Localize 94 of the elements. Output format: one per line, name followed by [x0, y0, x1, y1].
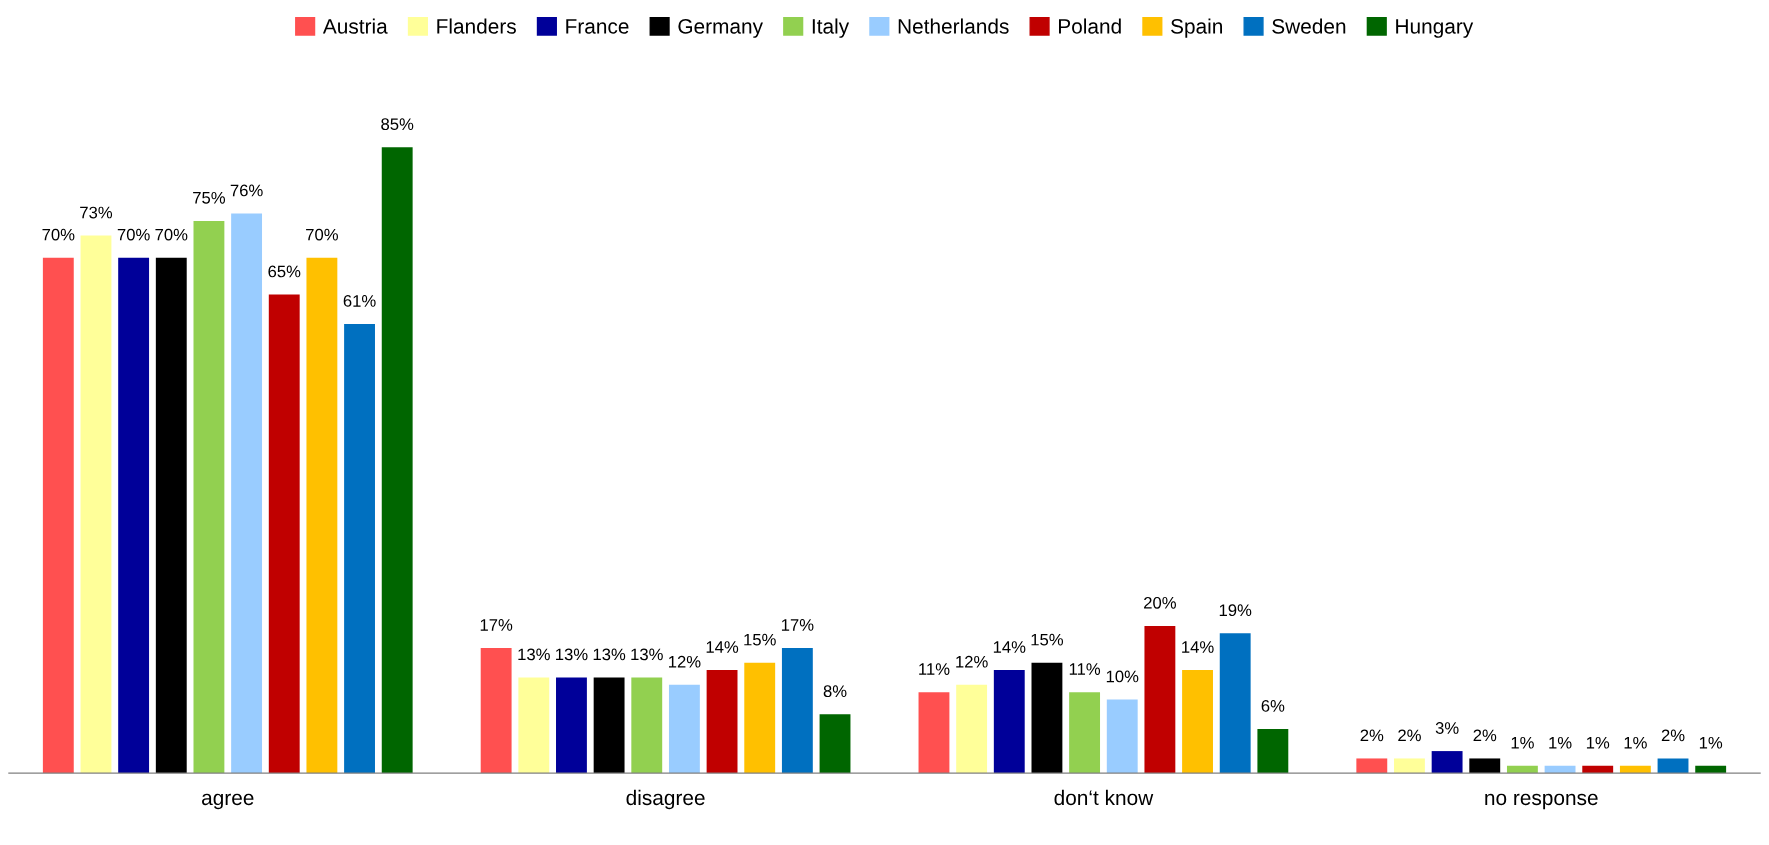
data-label: 1% — [1549, 736, 1572, 749]
bar — [42, 257, 74, 774]
bar — [1582, 765, 1614, 774]
bar — [1031, 662, 1063, 774]
legend-label: Netherlands — [898, 18, 1009, 34]
data-label: 73% — [80, 206, 113, 219]
data-label: 85% — [381, 118, 414, 131]
data-label: 6% — [1261, 700, 1285, 712]
bar — [1182, 670, 1213, 774]
bar — [1257, 728, 1289, 774]
data-label: 19% — [1219, 604, 1252, 617]
legend-label: Germany — [678, 18, 763, 38]
bar — [193, 220, 225, 774]
legend-label: Austria — [322, 18, 388, 34]
bar — [80, 235, 112, 774]
bar — [306, 257, 338, 774]
bar — [1356, 758, 1388, 774]
legend-label: France — [566, 19, 629, 34]
data-label: 2% — [1661, 729, 1685, 742]
data-label: 1% — [1586, 736, 1610, 749]
bar — [593, 677, 625, 774]
data-label: 12% — [669, 655, 701, 668]
bar — [1144, 625, 1176, 774]
data-label: 75% — [193, 191, 226, 204]
bar — [1431, 751, 1463, 774]
x-tick-label: disagree — [626, 789, 705, 810]
data-label: 13% — [518, 648, 550, 661]
data-label: 14% — [706, 641, 739, 653]
bar — [1394, 758, 1425, 774]
data-label: 3% — [1435, 722, 1459, 734]
legend-label: Italy — [812, 18, 850, 38]
bar — [993, 670, 1025, 774]
legend-label: Poland — [1059, 18, 1121, 34]
bar — [1544, 765, 1576, 774]
data-label: 14% — [1182, 641, 1214, 653]
bar — [1506, 765, 1538, 774]
data-label: 1% — [1511, 736, 1534, 749]
bar — [706, 670, 738, 774]
bar — [1469, 758, 1501, 774]
data-label: 11% — [919, 663, 950, 675]
data-label: 61% — [343, 295, 376, 307]
bar — [518, 677, 550, 774]
bar — [1695, 765, 1727, 774]
data-label: 15% — [1031, 633, 1064, 646]
data-label: 2% — [1360, 729, 1384, 742]
legend-label: Spain — [1171, 18, 1223, 38]
bar — [631, 677, 663, 774]
data-label: 11% — [1069, 663, 1101, 675]
data-label: 70% — [42, 228, 75, 241]
bar — [155, 257, 187, 774]
data-label: 14% — [993, 641, 1026, 653]
data-label: 13% — [631, 648, 663, 661]
bar — [480, 647, 512, 774]
bar — [556, 677, 587, 774]
data-label: 1% — [1624, 736, 1647, 749]
bar — [668, 684, 700, 774]
bar — [1657, 758, 1689, 774]
data-label: 70% — [306, 228, 338, 241]
data-label: 12% — [956, 655, 988, 668]
legend-label: Sweden — [1272, 18, 1346, 34]
data-label: 65% — [268, 265, 301, 278]
bar — [1106, 699, 1138, 774]
data-label: 17% — [480, 619, 513, 631]
legend-label: Flanders — [437, 18, 516, 34]
bar — [1619, 765, 1651, 774]
bar — [1069, 692, 1101, 774]
bar — [918, 692, 950, 774]
data-label: 13% — [556, 648, 588, 661]
bar — [956, 684, 988, 774]
data-label: 70% — [117, 228, 150, 241]
data-label: 2% — [1473, 729, 1497, 742]
bar — [381, 147, 413, 774]
bar — [1219, 633, 1251, 774]
data-label: 8% — [823, 685, 847, 698]
x-tick-label: agree — [202, 793, 254, 810]
bar — [231, 213, 263, 774]
data-label: 70% — [155, 228, 188, 241]
data-label: 13% — [593, 648, 626, 661]
data-label: 2% — [1398, 729, 1421, 742]
bar — [781, 647, 813, 774]
data-label: 15% — [744, 633, 776, 646]
bar — [118, 257, 150, 774]
x-tick-label: no response — [1485, 793, 1598, 810]
data-label: 20% — [1144, 596, 1176, 609]
bar — [744, 662, 776, 774]
legend-label: Hungary — [1396, 19, 1474, 38]
bar — [268, 294, 300, 774]
data-label: 17% — [781, 619, 814, 631]
x-tick-label: don‘t know — [1054, 789, 1154, 806]
data-label: 10% — [1106, 670, 1139, 683]
data-label: 76% — [230, 184, 263, 197]
bar — [344, 323, 375, 774]
data-label: 1% — [1699, 736, 1723, 749]
bar — [819, 714, 851, 774]
